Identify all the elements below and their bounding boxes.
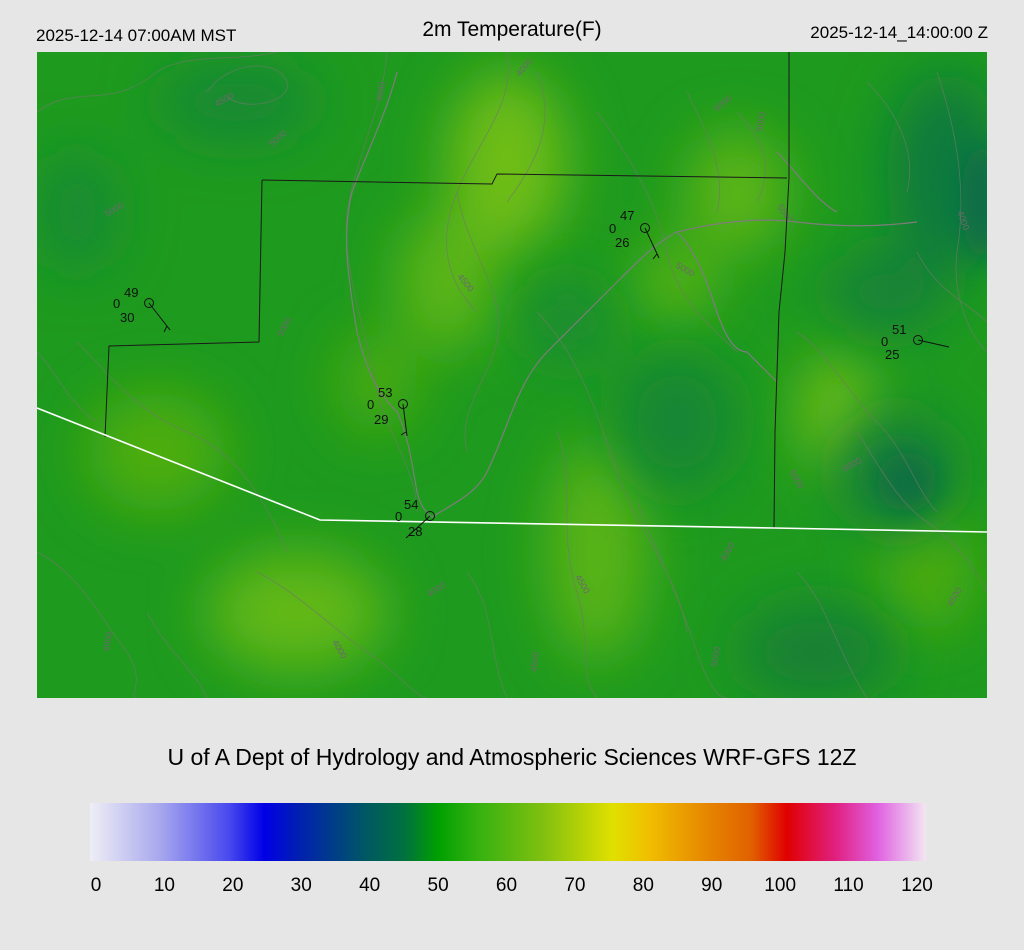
station-dewpoint: 30: [120, 310, 134, 325]
cool-areas: [37, 62, 987, 698]
station-temp: 51: [892, 322, 906, 337]
elevation-contours: [37, 52, 987, 698]
colorbar-ticks: 0 10 20 30 40 50 60 70 80 90 100 110 120: [0, 875, 1024, 905]
wind-barb-tick: [652, 253, 658, 260]
international-border: [37, 407, 987, 533]
wind-barb-tick: [163, 325, 168, 333]
colorbar-tick-label: 0: [90, 875, 102, 896]
colorbar-gradient: [90, 803, 926, 861]
colorbar-tick-label: 30: [290, 875, 312, 896]
station-plot: 51 0 25: [881, 322, 950, 362]
temperature-map: 4000 4500 5000 5000 5500 5000 4000 6000 …: [37, 52, 987, 698]
station-plot: 47 0 26: [609, 208, 660, 260]
contour-label: 4500: [529, 651, 541, 672]
station-dewpoint: 28: [408, 524, 422, 539]
colorbar-tick-label: 100: [764, 875, 797, 896]
wind-barb-icon: [402, 403, 408, 437]
utc-time-label: 2025-12-14_14:00:00 Z: [810, 23, 988, 42]
map-title: 2m Temperature(F): [422, 18, 602, 41]
station-plots: 49 0 30 47 0 26 53 0 29: [113, 208, 950, 539]
station-plot: 49 0 30: [113, 285, 171, 333]
colorbar-tick-label: 20: [222, 875, 244, 896]
station-marker-icon: [913, 335, 923, 345]
station-marker-icon: [640, 223, 650, 233]
contour-label: 4000: [374, 81, 387, 102]
contour-label: 4000: [101, 631, 114, 652]
station-sky: 0: [113, 296, 120, 311]
colorbar-tick-label: 10: [153, 875, 175, 896]
station-plot: 54 0 28: [395, 497, 435, 539]
wind-barb-icon: [917, 339, 950, 348]
contour-label: 5000: [709, 646, 722, 667]
model-credit: U of A Dept of Hydrology and Atmospheric…: [167, 744, 857, 770]
colorbar-tick-label: 60: [495, 875, 518, 896]
colorbar-tick-label: 110: [833, 875, 864, 896]
colorbar-tick-label: 90: [701, 875, 723, 896]
colorbar-tick-label: 40: [359, 875, 381, 896]
station-marker-icon: [398, 399, 408, 409]
station-marker-icon: [144, 298, 154, 308]
station-temp: 47: [620, 208, 634, 223]
colorbar-tick-label: 50: [427, 875, 449, 896]
station-sky: 0: [395, 509, 402, 524]
header: 2025-12-14 07:00AM MST 2m Temperature(F)…: [0, 0, 1024, 52]
station-sky: 0: [881, 334, 888, 349]
colorbar: [90, 803, 926, 861]
station-dewpoint: 26: [615, 235, 629, 250]
wind-barb-icon: [148, 302, 171, 331]
wind-barb-icon: [405, 515, 431, 539]
station-dewpoint: 29: [374, 412, 388, 427]
colorbar-tick-label: 70: [564, 875, 586, 896]
station-sky: 0: [367, 397, 374, 412]
station-sky: 0: [609, 221, 616, 236]
local-time-label: 2025-12-14 07:00AM MST: [36, 26, 237, 45]
station-plot: 53 0 29: [367, 385, 408, 437]
county-boundaries: [104, 52, 790, 529]
colorbar-tick-label: 120: [901, 875, 933, 896]
station-temp: 54: [404, 497, 418, 512]
station-temp: 53: [378, 385, 392, 400]
wind-barb-tick: [400, 431, 407, 436]
contour-label: 5000: [754, 111, 767, 132]
roads: [345, 71, 918, 518]
wind-barb-icon: [644, 227, 660, 259]
warm-areas: [87, 72, 977, 672]
colorbar-tick-label: 80: [632, 875, 654, 896]
station-temp: 49: [124, 285, 138, 300]
station-dewpoint: 25: [885, 347, 899, 362]
station-marker-icon: [425, 511, 435, 521]
